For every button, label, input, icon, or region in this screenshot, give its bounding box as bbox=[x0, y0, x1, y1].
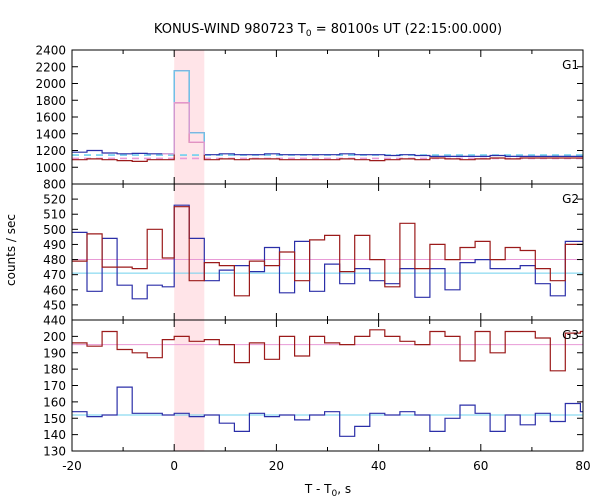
panel-label: G3 bbox=[562, 328, 579, 342]
y-axis-label: counts / sec bbox=[4, 214, 18, 286]
y-tick-label: 800 bbox=[43, 178, 66, 192]
y-tick-label: 450 bbox=[43, 298, 66, 312]
y-tick-label: 1400 bbox=[35, 127, 66, 141]
y-tick-label: 130 bbox=[43, 445, 66, 459]
x-tick-label: 40 bbox=[371, 459, 386, 473]
y-tick-label: 1200 bbox=[35, 144, 66, 158]
y-tick-label: 480 bbox=[43, 253, 66, 267]
panel-g1: 800 1000 1200 1400 1600 1800 2000 2200 2400 G1 bbox=[35, 44, 584, 192]
panel-g3-frame bbox=[71, 319, 584, 452]
y-tick-label: 440 bbox=[43, 314, 66, 328]
panel-g3-series-2 bbox=[72, 329, 583, 372]
y-tick-label: 140 bbox=[43, 428, 66, 442]
panel-g3-series-1 bbox=[72, 386, 583, 437]
y-tick-label: 200 bbox=[43, 330, 66, 344]
panel-g2-frame bbox=[71, 183, 584, 321]
y-tick-label: 460 bbox=[43, 283, 66, 297]
y-tick-label: 170 bbox=[43, 379, 66, 393]
panel-g2-series-2 bbox=[72, 206, 583, 297]
y-tick-label: 500 bbox=[43, 223, 66, 237]
y-tick-label: 2200 bbox=[35, 60, 66, 74]
x-axis-label-main: T - T bbox=[304, 482, 332, 496]
chart-title: KONUS-WIND 980723 T0 = 80100s UT (22:15:… bbox=[154, 22, 502, 39]
y-tick-label: 190 bbox=[43, 346, 66, 360]
panel-g1-series-1 bbox=[72, 70, 583, 157]
chart-title-main: KONUS-WIND 980723 T bbox=[154, 22, 306, 37]
y-tick-label: 160 bbox=[43, 395, 66, 409]
panel-g1-series-2 bbox=[72, 102, 583, 162]
x-axis-label-subscript: 0 bbox=[332, 489, 338, 499]
y-tick-label: 470 bbox=[43, 268, 66, 282]
y-tick-label: 180 bbox=[43, 363, 66, 377]
panel-g1-peak-overlay-2 bbox=[162, 102, 205, 155]
x-tick-label: 80 bbox=[575, 459, 590, 473]
panel-label: G2 bbox=[562, 192, 579, 206]
chart-title-rest: = 80100s UT (22:15:00.000) bbox=[312, 22, 502, 37]
x-tick-label: 0 bbox=[170, 459, 178, 473]
y-tick-label: 510 bbox=[43, 208, 66, 222]
x-axis-label-rest: , s bbox=[337, 482, 351, 496]
y-tick-label: 1000 bbox=[35, 161, 66, 175]
y-tick-label: 2000 bbox=[35, 77, 66, 91]
panel-g3: 130 140 150 160 170 180 190 200 G3 bbox=[43, 319, 584, 459]
y-tick-label: 2400 bbox=[35, 44, 66, 58]
panel-g1-frame bbox=[71, 49, 584, 185]
y-tick-label: 1800 bbox=[35, 94, 66, 108]
y-tick-label: 150 bbox=[43, 412, 66, 426]
x-tick-label: 60 bbox=[473, 459, 488, 473]
y-tick-label: 520 bbox=[43, 193, 66, 207]
y-tick-label: 490 bbox=[43, 238, 66, 252]
x-tick-label: -20 bbox=[62, 459, 82, 473]
chart-title-subscript: 0 bbox=[306, 29, 312, 39]
panel-g2-series-1 bbox=[72, 204, 583, 300]
plot-area: 80010001200140016001800200022002400G1440… bbox=[35, 44, 590, 474]
y-tick-label: 1600 bbox=[35, 111, 66, 125]
panel-label: G1 bbox=[562, 58, 579, 72]
x-tick-label: 20 bbox=[269, 459, 284, 473]
x-axis-label: T - T0, s bbox=[304, 482, 351, 499]
